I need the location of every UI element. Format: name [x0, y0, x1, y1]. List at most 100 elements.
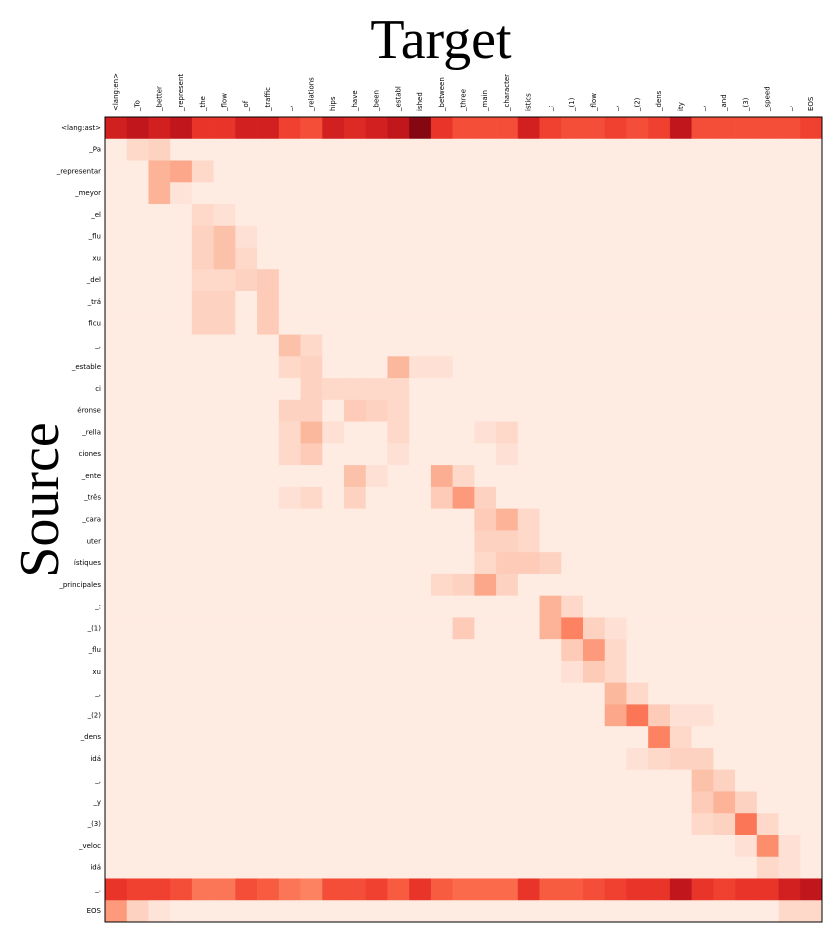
heat-cell — [626, 160, 649, 183]
heat-cell — [561, 356, 584, 379]
heat-cell — [387, 204, 410, 227]
heat-cell — [669, 900, 692, 923]
heat-cell — [648, 378, 671, 401]
y-tick-label: _del — [86, 276, 101, 284]
heat-cell — [235, 312, 258, 335]
heat-cell — [300, 704, 323, 727]
heat-cell — [170, 530, 193, 553]
heat-cell — [105, 834, 128, 858]
heat-cell — [105, 704, 128, 727]
heat-cell — [170, 813, 193, 836]
heat-cell — [430, 182, 453, 205]
heat-cell — [365, 573, 388, 596]
heat-cell — [604, 378, 627, 401]
heat-cell — [300, 160, 323, 183]
x-tick-label: EOS — [807, 96, 815, 111]
heat-cell — [300, 269, 323, 292]
heat-cell — [430, 639, 453, 662]
heat-cell — [387, 834, 410, 858]
heat-cell — [430, 356, 453, 379]
heat-cell — [539, 378, 562, 401]
heat-cell — [148, 769, 171, 792]
heat-cell — [496, 660, 519, 683]
heat-cell — [691, 682, 714, 705]
heat-cell — [648, 138, 671, 161]
heat-cell — [430, 247, 453, 270]
heat-cell — [561, 465, 584, 488]
heat-cell — [430, 747, 453, 771]
heat-cell — [365, 356, 388, 379]
heat-cell — [561, 726, 584, 749]
heat-cell — [235, 530, 258, 553]
heat-cell — [322, 813, 345, 836]
heat-cell — [170, 682, 193, 705]
heat-cell — [322, 247, 345, 270]
heat-cell — [648, 291, 671, 314]
heat-cell — [452, 247, 475, 270]
heat-cell — [735, 704, 758, 727]
heat-cell — [191, 269, 214, 292]
heat-cell — [213, 639, 236, 662]
heat-cell — [756, 269, 779, 292]
heat-cell — [300, 182, 323, 205]
heat-cell — [170, 878, 193, 901]
heat-cell — [322, 399, 345, 422]
heat-cell — [191, 813, 214, 836]
y-tick-label: ci — [95, 385, 101, 393]
heat-cell — [496, 878, 519, 901]
heat-cell — [517, 791, 540, 814]
x-tick-label: hips — [329, 96, 337, 111]
heat-cell — [344, 900, 367, 923]
heat-cell — [604, 334, 627, 357]
heat-cell — [583, 378, 606, 401]
heat-cell — [213, 421, 236, 444]
heat-cell — [735, 791, 758, 814]
x-tick-label: _the — [199, 96, 207, 112]
heat-cell — [626, 617, 649, 640]
heat-cell — [800, 291, 823, 314]
heat-cell — [213, 530, 236, 553]
heat-cell — [213, 573, 236, 596]
heat-cell — [583, 182, 606, 205]
heat-cell — [430, 878, 453, 901]
heat-cell — [778, 660, 801, 683]
heat-cell — [539, 182, 562, 205]
heat-cell — [474, 421, 497, 444]
heat-cell — [213, 160, 236, 183]
y-tick-label: ficu — [88, 320, 101, 328]
y-tick-label: ciones — [79, 450, 102, 458]
heat-cell — [713, 639, 736, 662]
y-tick-label: EOS — [87, 907, 102, 915]
heat-cell — [474, 204, 497, 227]
heat-cell — [735, 834, 758, 858]
heat-cell — [496, 639, 519, 662]
heat-cell — [496, 508, 519, 531]
heat-cell — [409, 900, 432, 923]
heat-cell — [583, 856, 606, 879]
heat-cell — [300, 443, 323, 466]
heat-cell — [669, 595, 692, 618]
heat-cell — [517, 247, 540, 270]
heat-cell — [756, 617, 779, 640]
x-tick-label: _have — [351, 90, 359, 112]
heat-cell — [756, 334, 779, 357]
heat-cell — [583, 117, 606, 140]
heat-cell — [387, 791, 410, 814]
heat-cell — [756, 682, 779, 705]
heat-cell — [626, 508, 649, 531]
x-tick-label: _. — [785, 105, 793, 112]
heat-cell — [756, 117, 779, 140]
heat-cell — [170, 182, 193, 205]
heat-cell — [344, 682, 367, 705]
heat-cell — [756, 704, 779, 727]
heat-cell — [213, 465, 236, 488]
heat-cell — [691, 334, 714, 357]
heat-cell — [539, 639, 562, 662]
heat-cell — [278, 639, 301, 662]
heat-cell — [322, 291, 345, 314]
heat-cell — [713, 856, 736, 879]
heat-cell — [300, 225, 323, 248]
x-tick-label: ity — [677, 102, 685, 111]
heat-cell — [648, 204, 671, 227]
heat-cell — [778, 225, 801, 248]
